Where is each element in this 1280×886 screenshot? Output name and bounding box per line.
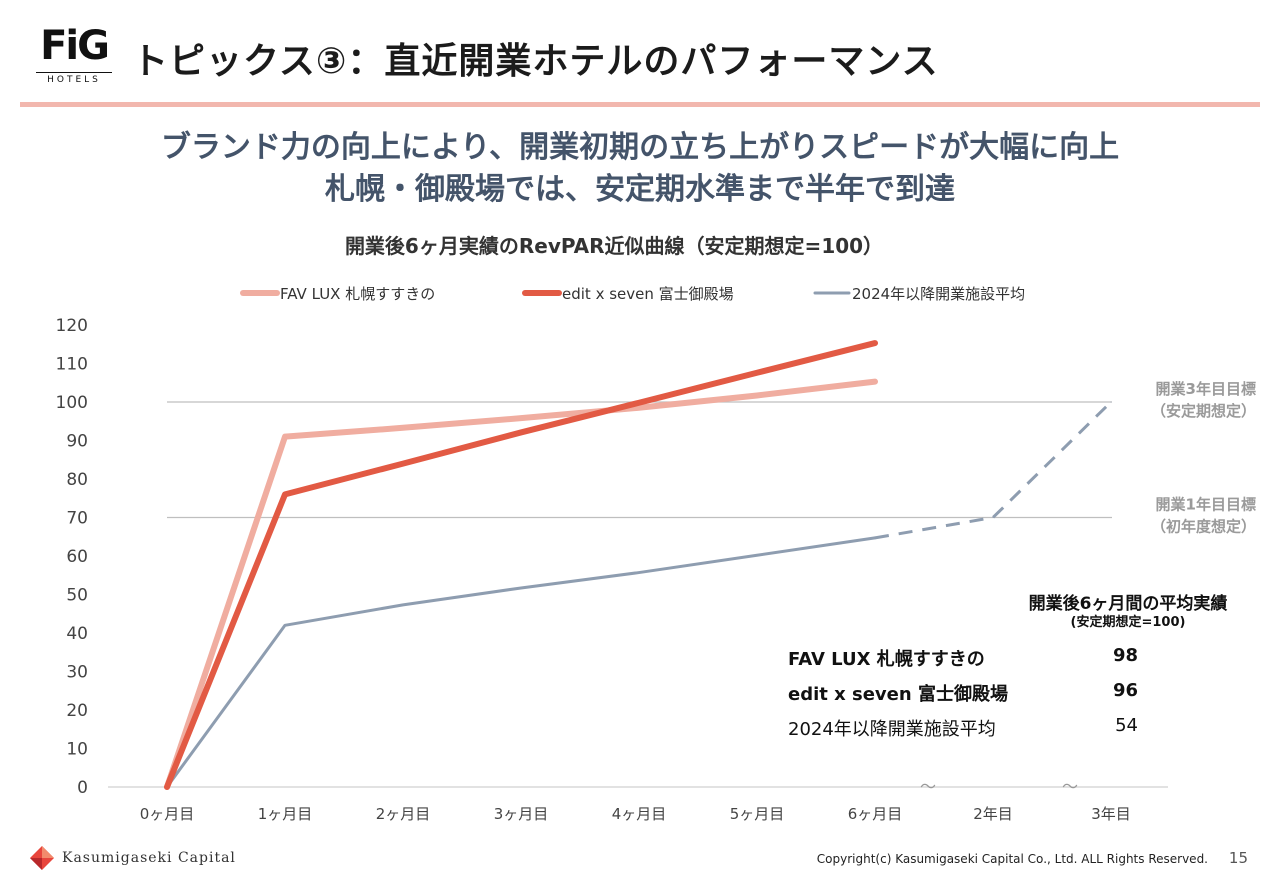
x-tick-label: 3ヶ月目 <box>494 805 549 823</box>
data-point <box>166 786 168 788</box>
series-line <box>164 340 878 790</box>
reference-label: 開業1年目目標 <box>1156 496 1256 514</box>
y-tick-label: 20 <box>66 701 88 721</box>
x-tick-label: 4ヶ月目 <box>612 805 667 823</box>
summary-heading: 開業後6ヶ月間の平均実績 <box>1028 594 1228 614</box>
y-tick-label: 110 <box>56 355 88 375</box>
x-tick-label: 3年目 <box>1091 805 1131 823</box>
x-tick-label: 0ヶ月目 <box>140 805 195 823</box>
brand-mark: FiG <box>40 23 110 69</box>
y-tick-label: 50 <box>66 586 88 606</box>
x-tick-label: 1ヶ月目 <box>258 805 313 823</box>
data-point <box>874 342 876 344</box>
data-point <box>874 381 876 383</box>
data-point <box>520 417 522 419</box>
title-divider <box>20 102 1260 107</box>
series-line-projection <box>874 400 1113 540</box>
y-tick-label: 60 <box>66 547 88 567</box>
chart-title: 開業後6ヶ月実績のRevPAR近似曲線（安定期想定=100） <box>344 234 884 258</box>
reference-label: （初年度想定） <box>1151 518 1256 536</box>
brand-logo: FiG HOTELS <box>36 26 112 85</box>
axis-break-mark: 〜 <box>920 777 936 796</box>
data-point <box>638 407 640 409</box>
legend-label: 2024年以降開業施設平均 <box>852 285 1025 303</box>
reference-label: （安定期想定） <box>1151 402 1256 420</box>
y-tick-label: 30 <box>66 663 88 683</box>
data-point <box>756 394 758 396</box>
data-point <box>756 554 758 556</box>
reference-label: 開業3年目目標 <box>1156 380 1256 398</box>
x-tick-label: 5ヶ月目 <box>730 805 785 823</box>
y-tick-label: 90 <box>66 432 88 452</box>
brand-sub: HOTELS <box>36 72 112 85</box>
data-point <box>402 463 404 465</box>
data-point <box>992 517 994 518</box>
y-tick-label: 40 <box>66 624 88 644</box>
company-name: Kasumigaseki Capital <box>62 850 236 866</box>
y-tick-label: 120 <box>56 316 88 336</box>
summary-value: 54 <box>1115 715 1138 736</box>
data-point <box>638 402 640 404</box>
data-point <box>520 431 522 433</box>
data-point <box>402 604 404 606</box>
summary-value: 98 <box>1112 645 1138 666</box>
data-point <box>402 427 404 429</box>
summary-subheading: (安定期想定=100) <box>1070 615 1186 630</box>
x-tick-label: 2年目 <box>973 805 1013 823</box>
copyright: Copyright(c) Kasumigaseki Capital Co., L… <box>816 852 1208 866</box>
company-logo-icon <box>30 846 54 870</box>
page-title: トピックス③：直近開業ホテルのパフォーマンス <box>132 41 939 82</box>
data-point <box>284 624 286 626</box>
summary-name: 2024年以降開業施設平均 <box>788 719 996 740</box>
data-point <box>284 493 286 495</box>
axis-break-mark: 〜 <box>1062 777 1078 796</box>
headline-line-1: ブランド力の向上により、開業初期の立ち上がりスピードが大幅に向上 <box>160 130 1120 165</box>
series-line <box>164 378 878 790</box>
page-number: 15 <box>1228 849 1248 867</box>
y-tick-label: 80 <box>66 470 88 490</box>
summary-name: edit x seven 富士御殿場 <box>788 684 1008 705</box>
y-tick-label: 10 <box>66 740 88 760</box>
legend-label: FAV LUX 札幌すすきの <box>280 285 435 303</box>
data-point <box>874 537 876 539</box>
headline-line-2: 札幌・御殿場では、安定期水準まで半年で到達 <box>325 172 955 207</box>
y-tick-label: 100 <box>56 393 88 413</box>
y-tick-label: 0 <box>77 778 88 798</box>
legend-label: edit x seven 富士御殿場 <box>562 285 734 303</box>
summary-name: FAV LUX 札幌すすきの <box>788 649 985 670</box>
data-point <box>1110 401 1112 403</box>
series-line <box>165 536 877 789</box>
data-point <box>756 372 758 374</box>
data-point <box>638 572 640 574</box>
data-point <box>284 436 286 438</box>
data-point <box>520 587 522 589</box>
summary-value: 96 <box>1112 680 1138 701</box>
x-tick-label: 6ヶ月目 <box>848 805 903 823</box>
y-tick-label: 70 <box>66 509 88 529</box>
x-tick-label: 2ヶ月目 <box>376 805 431 823</box>
